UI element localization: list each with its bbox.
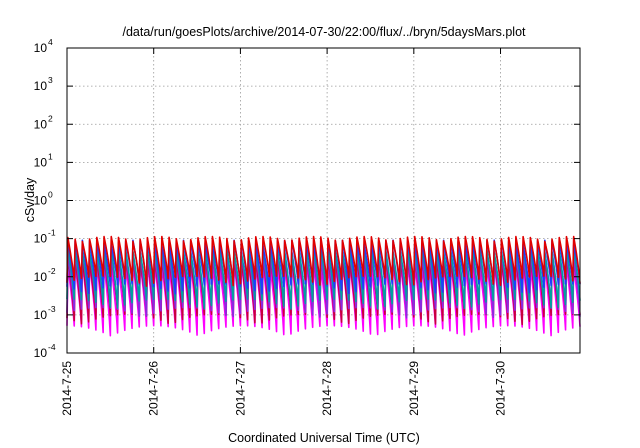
x-tick-label: 2014-7-29 [407, 361, 421, 416]
y-tick-exponent: -3 [48, 304, 56, 314]
y-tick-label: 10 [34, 155, 48, 169]
y-tick-label: 10 [34, 194, 48, 208]
x-tick-label: 2014-7-30 [494, 361, 508, 416]
y-tick-label: 10 [34, 41, 48, 55]
x-tick-label: 2014-7-28 [320, 361, 334, 416]
series-layer [66, 235, 581, 337]
y-tick-exponent: 1 [48, 151, 53, 161]
y-tick-exponent: 3 [48, 75, 53, 85]
axis-ticks [66, 47, 580, 354]
x-axis-label: Coordinated Universal Time (UTC) [228, 431, 420, 445]
y-tick-exponent: -1 [48, 228, 56, 238]
y-tick-label: 10 [34, 79, 48, 93]
y-tick-exponent: 4 [48, 37, 53, 47]
y-tick-label: 10 [34, 117, 48, 131]
y-axis-label: cSv/day [23, 177, 37, 222]
gridlines [67, 48, 580, 353]
y-tick-exponent: -2 [48, 266, 56, 276]
x-tick-label: 2014-7-25 [60, 361, 74, 416]
x-tick-label: 2014-7-27 [233, 361, 247, 416]
y-tick-label: 10 [34, 270, 48, 284]
y-tick-label: 10 [34, 346, 48, 360]
x-tick-labels: 2014-7-25 2014-7-26 2014-7-27 2014-7-28 2014… [60, 361, 508, 416]
y-tick-label: 10 [34, 308, 48, 322]
series-line [66, 235, 581, 287]
y-tick-exponent: -4 [48, 342, 56, 352]
y-tick-label: 10 [34, 232, 48, 246]
x-tick-label: 2014-7-26 [147, 361, 161, 416]
y-tick-exponent: 0 [48, 190, 53, 200]
chart-title: /data/run/goesPlots/archive/2014-07-30/2… [122, 25, 526, 39]
y-tick-exponent: 2 [48, 113, 53, 123]
